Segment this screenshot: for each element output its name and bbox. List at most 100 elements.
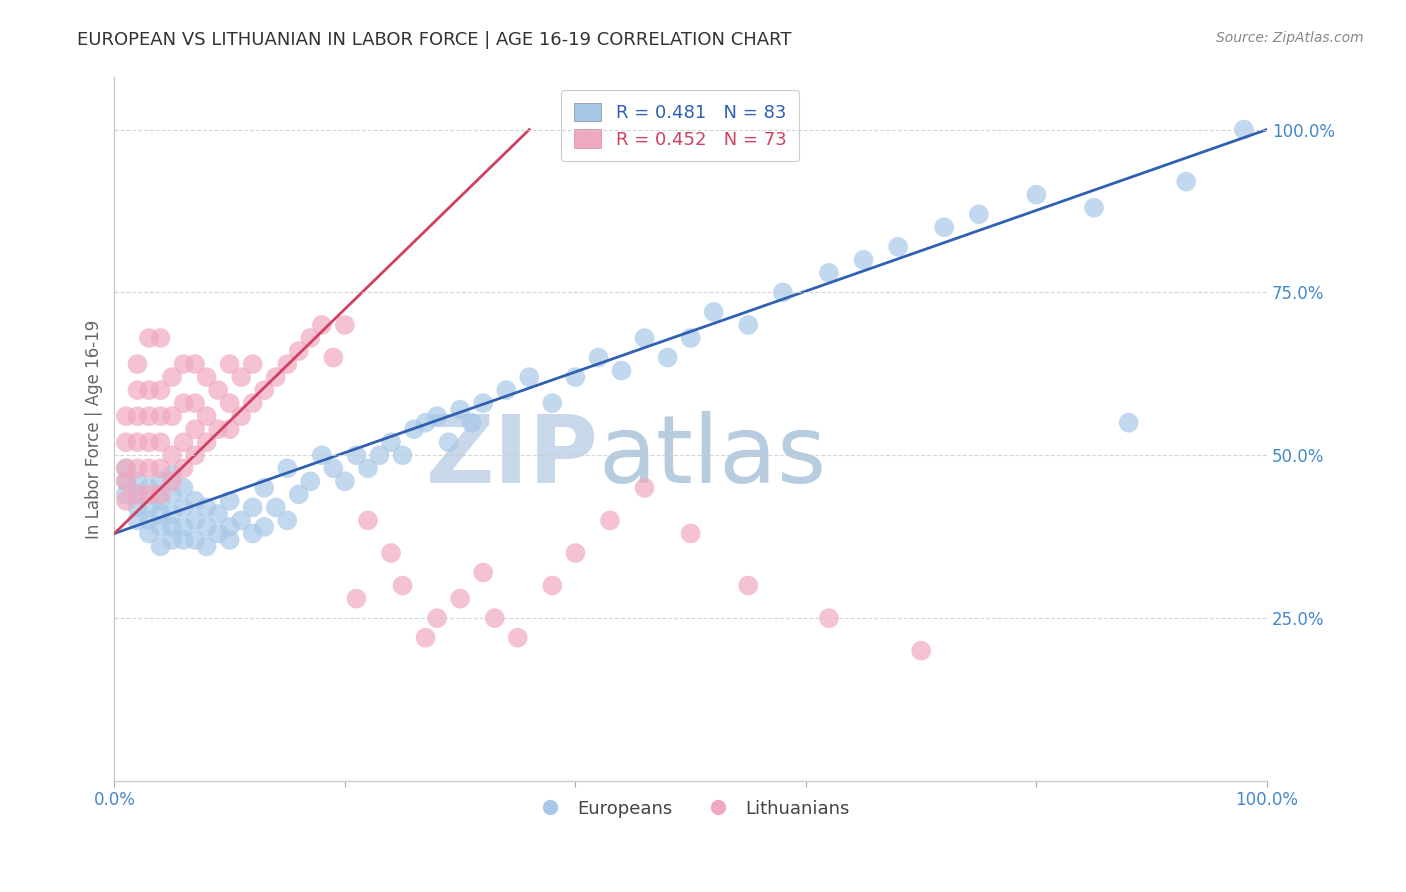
Point [149, 461, 172, 475]
Point [195, 409, 218, 424]
Point [633, 331, 655, 345]
Point [472, 566, 495, 580]
Point [276, 357, 298, 371]
Point [772, 285, 794, 300]
Point [299, 475, 322, 489]
Point [115, 435, 138, 450]
Point [1025, 187, 1047, 202]
Point [333, 475, 356, 489]
Point [149, 331, 172, 345]
Point [588, 351, 610, 365]
Point [242, 500, 264, 515]
Point [138, 461, 160, 475]
Point [679, 331, 702, 345]
Point [564, 546, 586, 560]
Point [380, 546, 402, 560]
Point [426, 611, 449, 625]
Point [195, 500, 218, 515]
Point [253, 520, 276, 534]
Point [253, 383, 276, 397]
Point [415, 631, 437, 645]
Point [207, 507, 229, 521]
Point [311, 318, 333, 332]
Point [541, 578, 564, 592]
Point [160, 475, 183, 489]
Point [127, 357, 149, 371]
Point [357, 461, 380, 475]
Point [173, 533, 195, 547]
Point [322, 461, 344, 475]
Point [218, 396, 240, 410]
Point [127, 487, 149, 501]
Point [633, 481, 655, 495]
Point [115, 409, 138, 424]
Text: atlas: atlas [599, 411, 827, 503]
Point [242, 526, 264, 541]
Point [1233, 122, 1256, 136]
Point [818, 266, 841, 280]
Point [218, 422, 240, 436]
Point [160, 533, 183, 547]
Point [231, 409, 253, 424]
Point [506, 631, 529, 645]
Point [1083, 201, 1105, 215]
Point [657, 351, 679, 365]
Point [1118, 416, 1140, 430]
Point [218, 357, 240, 371]
Point [173, 461, 195, 475]
Point [449, 402, 471, 417]
Point [288, 344, 311, 359]
Point [231, 513, 253, 527]
Point [818, 611, 841, 625]
Point [127, 409, 149, 424]
Point [127, 500, 149, 515]
Point [184, 533, 207, 547]
Point [115, 475, 138, 489]
Point [149, 409, 172, 424]
Point [346, 448, 368, 462]
Point [599, 513, 621, 527]
Point [910, 643, 932, 657]
Point [934, 220, 956, 235]
Point [679, 526, 702, 541]
Point [149, 507, 172, 521]
Point [207, 526, 229, 541]
Point [887, 240, 910, 254]
Point [218, 494, 240, 508]
Point [195, 520, 218, 534]
Point [737, 318, 759, 332]
Point [564, 370, 586, 384]
Point [160, 448, 183, 462]
Point [703, 305, 725, 319]
Y-axis label: In Labor Force | Age 16-19: In Labor Force | Age 16-19 [86, 319, 103, 539]
Point [160, 409, 183, 424]
Point [195, 370, 218, 384]
Point [288, 487, 311, 501]
Point [426, 409, 449, 424]
Point [184, 357, 207, 371]
Point [160, 467, 183, 482]
Point [610, 363, 633, 377]
Point [472, 396, 495, 410]
Point [160, 370, 183, 384]
Point [115, 461, 138, 475]
Point [322, 351, 344, 365]
Point [149, 520, 172, 534]
Point [160, 487, 183, 501]
Point [138, 383, 160, 397]
Point [138, 500, 160, 515]
Point [357, 513, 380, 527]
Text: Source: ZipAtlas.com: Source: ZipAtlas.com [1216, 31, 1364, 45]
Point [264, 370, 287, 384]
Point [184, 448, 207, 462]
Point [967, 207, 990, 221]
Point [333, 318, 356, 332]
Point [115, 461, 138, 475]
Point [160, 520, 183, 534]
Point [173, 481, 195, 495]
Text: ZIP: ZIP [426, 411, 599, 503]
Point [207, 383, 229, 397]
Point [149, 494, 172, 508]
Point [368, 448, 391, 462]
Point [149, 540, 172, 554]
